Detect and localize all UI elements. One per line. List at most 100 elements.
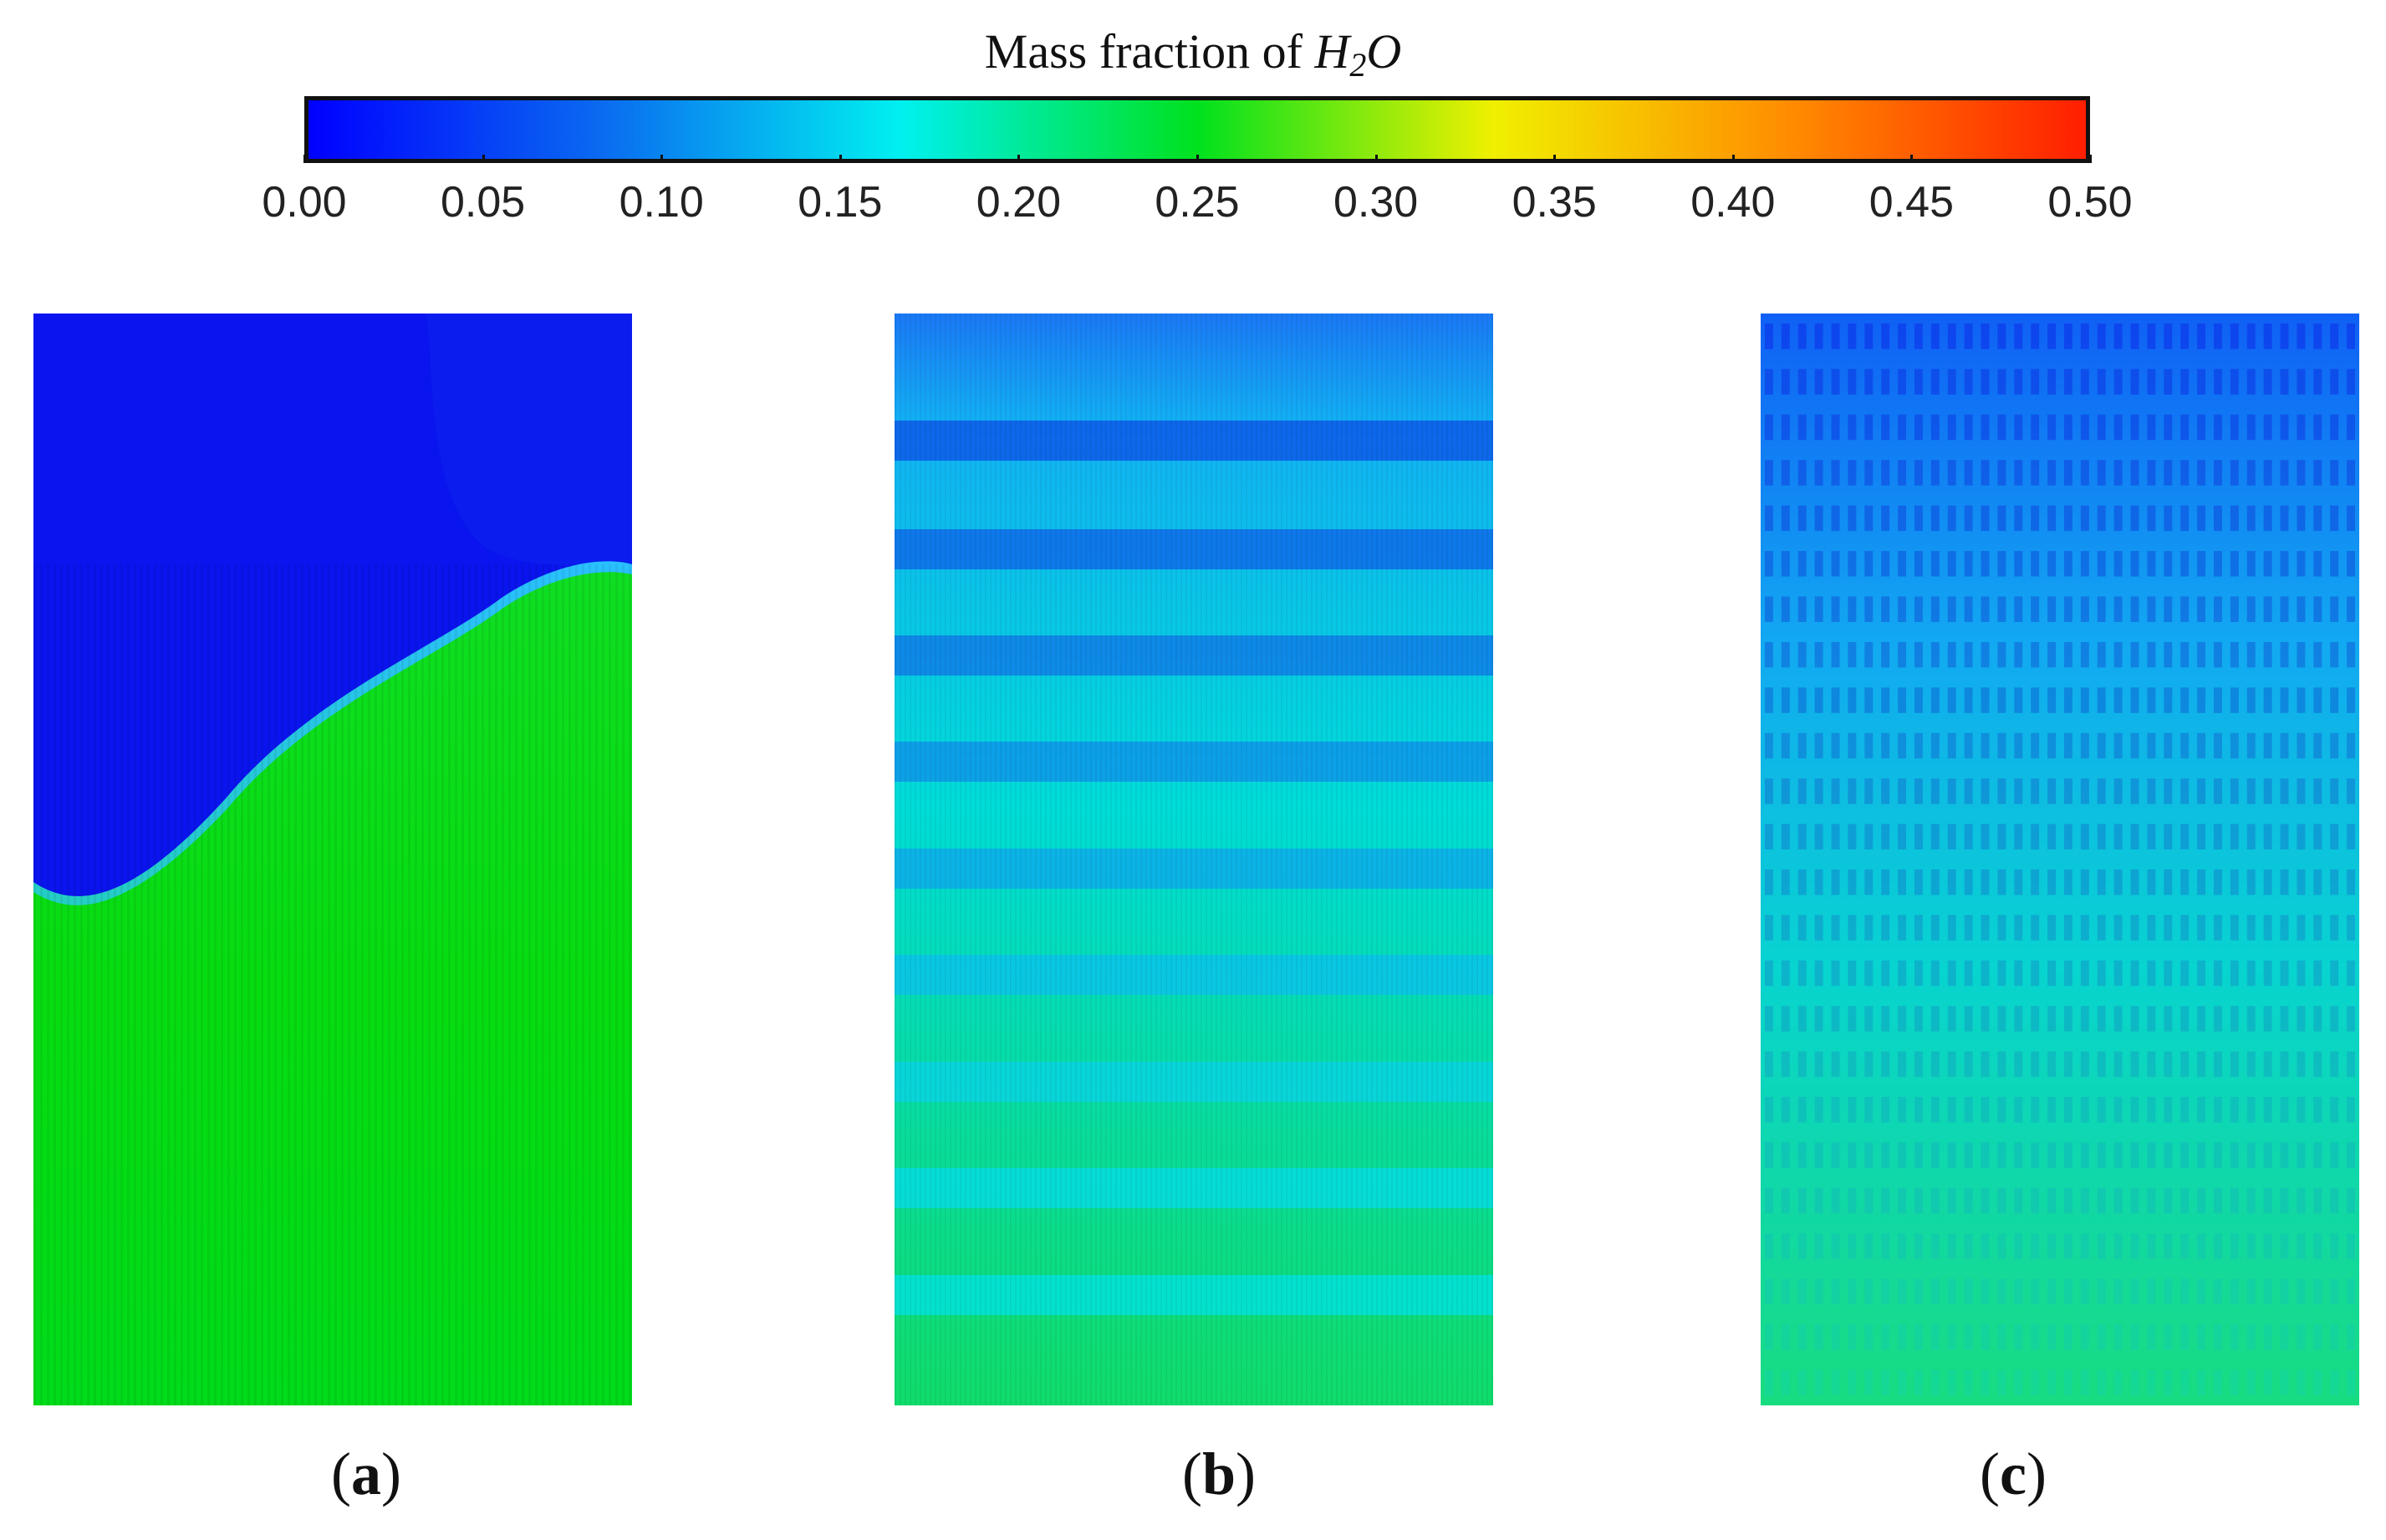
panel-c-cell [2047, 915, 2057, 941]
panel-c-cell [1914, 1324, 1923, 1350]
panel-c-cell [2280, 1369, 2289, 1396]
panel-c-cell [2097, 369, 2106, 395]
panel-c-cell [2113, 505, 2123, 532]
panel-c-cell [1964, 778, 1973, 804]
panel-c-cell [2130, 369, 2139, 395]
panel-c-cell [1864, 551, 1874, 577]
panel-c-cell [1997, 778, 2006, 804]
panel-c-cell [1864, 1233, 1874, 1259]
panel-c-cell [1964, 1142, 1973, 1168]
panel-c-cell [2080, 915, 2089, 941]
panel-c-cell [2047, 1142, 2057, 1168]
panel-c-cell [1981, 1142, 1990, 1168]
panel-c-cell [1947, 732, 1956, 759]
panel-c-cell [1930, 1233, 1940, 1259]
panel-c-cell [2313, 641, 2322, 668]
panel-c-cell [1848, 505, 1857, 532]
panel-c-cell [2097, 687, 2106, 713]
panel-c-cell [2014, 641, 2023, 668]
panel-c-cell [2213, 824, 2222, 850]
panel-c-cell [1797, 1278, 1807, 1305]
panel-c-cell [2147, 869, 2156, 895]
panel-c-cell [1997, 1278, 2006, 1305]
panel-c-cell [2113, 596, 2123, 622]
panel-c-cell [2164, 369, 2173, 395]
panel-c-cell [1881, 1369, 1890, 1396]
panel-c-cell [2230, 414, 2239, 441]
panel-c-cell [1814, 1233, 1823, 1259]
panel-c-cell [1764, 915, 1773, 941]
panel-c-cell [2097, 869, 2106, 895]
panel-c-cell [2130, 1187, 2139, 1214]
panel-c-cell [2297, 1278, 2306, 1305]
panel-c-cell [2297, 1051, 2306, 1078]
panel-c-cell [1914, 915, 1923, 941]
panel-c-cell [2164, 1278, 2173, 1305]
panel-c-cell [2147, 1006, 2156, 1032]
panel-c-cell [1781, 369, 1790, 395]
panel-c-cell [2313, 960, 2322, 987]
panel-c-cell [1864, 414, 1874, 441]
panel-c-cell [1930, 1324, 1940, 1350]
panel-c-cell [1781, 551, 1790, 577]
panel-c-cell [2130, 414, 2139, 441]
panel-c-cell [1930, 460, 1940, 486]
panel-c-cell [1947, 1097, 1956, 1123]
panel-c-cell [1864, 596, 1874, 622]
panel-c-cell [2313, 505, 2322, 532]
panel-c-cell [2097, 915, 2106, 941]
panel-c-cell [2080, 1233, 2089, 1259]
panel-c-cell [1947, 1051, 1956, 1078]
panel-c-cell [1797, 1142, 1807, 1168]
panel-c-cell [2063, 732, 2072, 759]
panel-c-cell [2246, 687, 2256, 713]
panel-c-cell [2197, 1369, 2206, 1396]
panel-c-cell [2180, 551, 2190, 577]
panel-c-cell [2330, 824, 2339, 850]
panel-c-cell [2263, 732, 2272, 759]
panel-c-cell [2213, 1006, 2222, 1032]
panel-c-cell [1964, 960, 1973, 987]
panel-c-cell [1914, 778, 1923, 804]
panel-c-cell [1930, 732, 1940, 759]
panel-c-cell [2230, 1051, 2239, 1078]
panel-c-cell [1848, 960, 1857, 987]
panel-c-cell [1997, 1097, 2006, 1123]
panel-c-cell [1947, 414, 1956, 441]
panel-c-cell [1864, 641, 1874, 668]
panel-c-cell [1814, 1324, 1823, 1350]
panel-c-cell [2313, 1051, 2322, 1078]
panel-c-cell [1764, 1369, 1773, 1396]
panel-c-cell [1864, 915, 1874, 941]
panel-c-cell [1997, 960, 2006, 987]
panel-c-cell [1981, 778, 1990, 804]
panel-c-cell [1947, 960, 1956, 987]
colorbar-tick [1374, 155, 1378, 163]
panel-c-cell [2197, 778, 2206, 804]
panel-c-cell [1814, 1369, 1823, 1396]
panel-c-cell [2130, 1097, 2139, 1123]
panel-c-cell [1914, 369, 1923, 395]
panel-c-cell [1997, 1142, 2006, 1168]
panel-c-cell [1764, 1142, 1773, 1168]
panel-c-cell [2246, 960, 2256, 987]
panel-c-cell [2164, 1142, 2173, 1168]
colorbar-tick [839, 155, 842, 163]
panel-c-cell [2164, 778, 2173, 804]
panel-c-cell [2297, 641, 2306, 668]
panel-c-cell [2330, 687, 2339, 713]
panel-c-cell [2230, 960, 2239, 987]
panel-c-cell [1898, 1233, 1907, 1259]
panel-c-cell [1764, 641, 1773, 668]
panel-c-cell [1898, 687, 1907, 713]
panel-a-mesh-texture [33, 564, 632, 1405]
panel-c-cell [1814, 1278, 1823, 1305]
panel-c-cell [2097, 1369, 2106, 1396]
panel-c-cell [1964, 1051, 1973, 1078]
panel-c-cell [1848, 1097, 1857, 1123]
panel-c-cell [2280, 824, 2289, 850]
panel-c-cell [2246, 414, 2256, 441]
panel-c-cell [1848, 414, 1857, 441]
panel-c-cell [1997, 1187, 2006, 1214]
panel-c-cell [1848, 1324, 1857, 1350]
